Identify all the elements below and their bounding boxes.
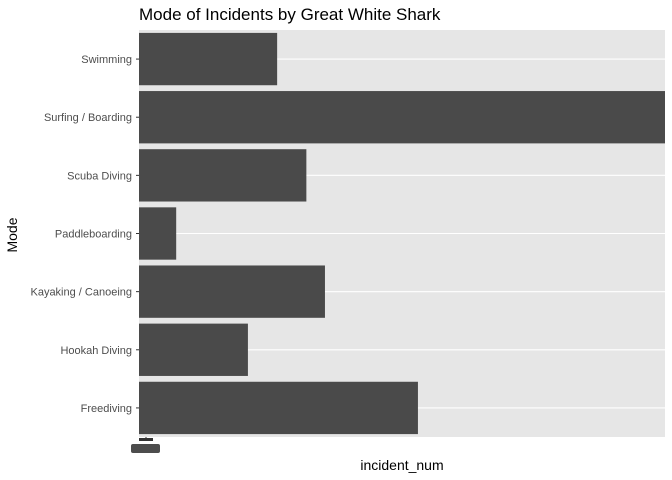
y-tick-label: Swimming [81,54,132,66]
y-tick-label: Kayaking / Canoeing [30,287,132,299]
bar [139,32,278,86]
bar [139,207,177,260]
chart-title: Mode of Incidents by Great White Shark [139,5,441,24]
y-tick-label: Hookah Diving [60,345,132,357]
bar [139,381,418,435]
bar [139,91,665,144]
bar [139,323,248,376]
y-tick-label: Surfing / Boarding [44,112,132,124]
y-tick-label: Scuba Diving [67,170,132,182]
bars [139,32,665,435]
x-tick-label-overlap [139,438,153,441]
y-axis-ticks: Swimming Surfing / Boarding Scuba Diving Pa… [30,54,139,415]
x-axis-title: incident_num [360,457,443,473]
x-tick-label-overlap [131,444,160,453]
y-tick-label: Freediving [81,403,132,415]
bar [139,265,325,318]
y-tick-label: Paddleboarding [55,229,132,241]
bar [139,149,307,202]
x-axis-ticks [131,437,160,453]
y-axis-title: Mode [4,217,20,252]
